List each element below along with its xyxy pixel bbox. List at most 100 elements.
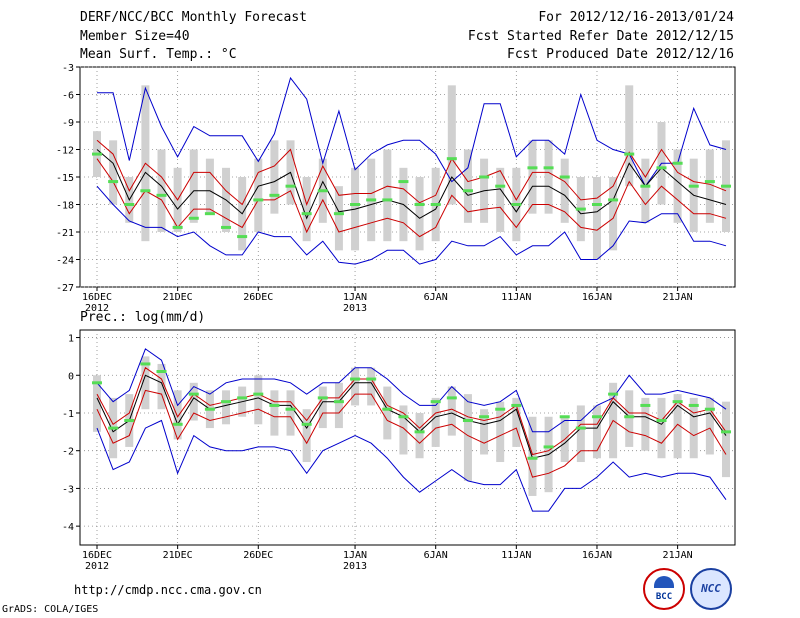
footer-url[interactable]: http://cmdp.ncc.cma.gov.cn bbox=[74, 583, 262, 597]
panel-1-line-sd_upper bbox=[96, 366, 727, 456]
panel-1-xtick-year-0: 2012 bbox=[85, 561, 109, 572]
panel-1-ytick-label-2: -1 bbox=[62, 409, 74, 420]
ncc-logo: NCC bbox=[690, 568, 732, 610]
panel-1-ytick-label-1: 0 bbox=[68, 371, 74, 382]
header-start-date: Fcst Started Refer Date 2012/12/15 bbox=[467, 29, 734, 44]
panel-1-box-15 bbox=[334, 382, 343, 429]
panel-1-box-11 bbox=[270, 390, 279, 436]
panel-1-box-16 bbox=[351, 367, 360, 406]
panel-0-box-13 bbox=[302, 177, 311, 242]
panel-1-line-mean bbox=[96, 374, 727, 459]
header-forecast-period: For 2012/12/16-2013/01/24 bbox=[538, 10, 734, 25]
panel-0-box-33 bbox=[625, 85, 634, 187]
panel-1-box-20 bbox=[415, 412, 424, 459]
panel-0-ytick-label-0: -3 bbox=[62, 63, 74, 74]
panel-1-box-30 bbox=[576, 405, 585, 463]
ncc-logo-label: NCC bbox=[701, 582, 721, 595]
panel-0-xtick-label-7: 21JAN bbox=[663, 292, 693, 303]
panel-0-xtick-year-0: 2012 bbox=[85, 303, 109, 314]
panel-0-xtick-label-1: 21DEC bbox=[163, 292, 193, 303]
header-produced-date: Fcst Produced Date 2012/12/16 bbox=[507, 47, 734, 62]
panel-0-box-29 bbox=[560, 158, 569, 223]
panel-1-box-10 bbox=[254, 375, 263, 425]
panel-1-xtick-label-6: 16JAN bbox=[582, 550, 612, 561]
panel-0-line-max bbox=[97, 76, 727, 188]
panel-1-box-35 bbox=[657, 397, 666, 459]
panel-1-frame bbox=[79, 329, 736, 546]
panel-0-ytick-label-8: -27 bbox=[56, 283, 74, 294]
panel-0-xtick-label-6: 16JAN bbox=[582, 292, 612, 303]
panel-0-xtick-label-4: 6JAN bbox=[424, 292, 448, 303]
panel-0-box-23 bbox=[463, 149, 472, 223]
panel-1-line-sd_lower bbox=[96, 389, 727, 478]
panel-0-xtick-label-0: 16DEC bbox=[82, 292, 112, 303]
panel-1-box-18 bbox=[383, 386, 392, 440]
panel-1-box-37 bbox=[689, 397, 698, 459]
panel-1-box-13 bbox=[302, 409, 311, 463]
panel-0-line-sd_lower bbox=[96, 158, 727, 238]
panel-1-xtick-label-3: 1JAN bbox=[343, 550, 367, 561]
panel-0-box-34 bbox=[641, 158, 650, 223]
panel-0-line-min bbox=[96, 185, 727, 265]
panel-1-xtick-label-7: 21JAN bbox=[663, 550, 693, 561]
panel-0-line-mean bbox=[96, 149, 727, 220]
panel-0-ytick-label-7: -24 bbox=[56, 256, 74, 267]
header-title: DERF/NCC/BCC Monthly Forecast bbox=[80, 10, 307, 25]
panel-0-ytick-label-6: -21 bbox=[56, 228, 74, 239]
panel-0-xtick-label-5: 11JAN bbox=[501, 292, 531, 303]
panel-1-box-6 bbox=[189, 382, 198, 421]
panel-0-ytick-label-1: -6 bbox=[62, 91, 74, 102]
panel-1-xtick-label-4: 6JAN bbox=[424, 550, 448, 561]
panel-0-ytick-label-2: -9 bbox=[62, 118, 74, 129]
panel-1-line-max bbox=[96, 348, 727, 433]
panel-0-box-31 bbox=[592, 177, 601, 260]
panel-1-box-25 bbox=[496, 401, 505, 463]
panel-1-box-22 bbox=[447, 386, 456, 436]
panel-0-box-15 bbox=[334, 186, 343, 251]
header-member-size: Member Size=40 bbox=[80, 29, 190, 44]
panel-1-box-21 bbox=[431, 397, 440, 447]
panel-0-box-18 bbox=[383, 149, 392, 242]
panel-1-box-3 bbox=[141, 356, 150, 410]
panel-0-box-36 bbox=[673, 149, 682, 223]
panel2-title: Prec.: log(mm/d) bbox=[80, 310, 206, 325]
panel-1-xtick-label-0: 16DEC bbox=[82, 550, 112, 561]
panel-1-ytick-label-3: -2 bbox=[62, 447, 74, 458]
globe-icon bbox=[654, 576, 674, 588]
panel-1-box-39 bbox=[722, 401, 730, 478]
panel-1-box-0 bbox=[93, 375, 101, 432]
panel-1-box-14 bbox=[318, 386, 327, 429]
panel-1-ytick-label-0: 1 bbox=[68, 334, 74, 345]
panel-1-xtick-year-3: 2013 bbox=[343, 561, 367, 572]
panel-0-line-sd_upper bbox=[96, 139, 727, 206]
panel-1-box-4 bbox=[157, 363, 166, 410]
panel-1-box-5 bbox=[173, 390, 182, 440]
bcc-logo: BCC bbox=[643, 568, 685, 610]
panel-1-line-min bbox=[96, 419, 727, 512]
panel-1-box-12 bbox=[286, 390, 295, 436]
panel-1-box-38 bbox=[705, 397, 714, 455]
footer-credit: GrADS: COLA/IGES bbox=[2, 604, 99, 615]
panel-1-box-19 bbox=[399, 405, 408, 455]
panel-1-box-8 bbox=[222, 390, 231, 425]
panel-1-box-27 bbox=[528, 416, 537, 496]
panel-1-box-26 bbox=[512, 397, 521, 447]
panel-0-box-11 bbox=[270, 140, 279, 214]
panel-1-xtick-label-5: 11JAN bbox=[501, 550, 531, 561]
panel-0-box-20 bbox=[415, 177, 424, 251]
panel-0-box-7 bbox=[205, 158, 214, 214]
panel-1-box-24 bbox=[480, 409, 489, 455]
panel-1-xtick-label-2: 26DEC bbox=[243, 550, 273, 561]
panel-0-xtick-year-3: 2013 bbox=[343, 303, 367, 314]
panel-0-box-28 bbox=[544, 140, 553, 214]
panel-0-box-4 bbox=[157, 149, 166, 232]
panel-0-box-38 bbox=[705, 149, 714, 223]
panel-0-box-25 bbox=[496, 167, 505, 232]
panel-0-ytick-label-5: -18 bbox=[56, 201, 74, 212]
panel-1-box-23 bbox=[463, 394, 472, 481]
panel-1-ytick-label-5: -4 bbox=[62, 522, 74, 533]
header-variable-temp: Mean Surf. Temp.: °C bbox=[80, 47, 237, 62]
panel-0-xtick-label-3: 1JAN bbox=[343, 292, 367, 303]
panel-0-ytick-label-4: -15 bbox=[56, 173, 74, 184]
